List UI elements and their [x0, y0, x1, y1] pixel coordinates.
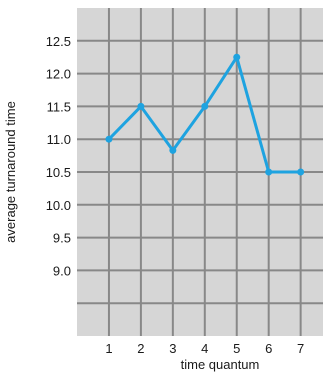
data-point	[233, 53, 241, 61]
y-tick-label: 10.5	[46, 165, 71, 180]
x-tick-label: 4	[201, 341, 208, 356]
x-tick-label: 1	[105, 341, 112, 356]
x-tick-label: 2	[137, 341, 144, 356]
grid-lines	[77, 8, 323, 336]
x-tick-label: 7	[297, 341, 304, 356]
data-point	[265, 168, 273, 176]
y-tick-label: 11.0	[47, 132, 71, 147]
x-tick-label: 3	[169, 341, 176, 356]
data-point	[105, 135, 113, 143]
y-tick-label: 9.0	[53, 263, 71, 278]
data-point	[201, 102, 209, 110]
data-point	[169, 146, 177, 154]
x-axis-title: time quantum	[181, 357, 260, 372]
x-tick-label: 5	[233, 341, 240, 356]
y-axis-title: average turnaround time	[3, 101, 18, 243]
y-tick-label: 12.5	[46, 34, 71, 49]
y-tick-label: 10.0	[46, 198, 71, 213]
y-tick-label: 9.5	[53, 231, 71, 246]
x-tick-label: 6	[265, 341, 272, 356]
y-axis-ticks: 12.5 12.0 11.5 11.0 10.5 10.0 9.5 9.0	[46, 34, 71, 279]
x-axis-ticks: 1 2 3 4 5 6 7	[105, 341, 304, 356]
y-tick-label: 12.0	[46, 67, 71, 82]
data-point	[137, 102, 145, 110]
data-point	[297, 168, 305, 176]
y-tick-label: 11.5	[47, 99, 71, 114]
data-points	[105, 53, 305, 176]
